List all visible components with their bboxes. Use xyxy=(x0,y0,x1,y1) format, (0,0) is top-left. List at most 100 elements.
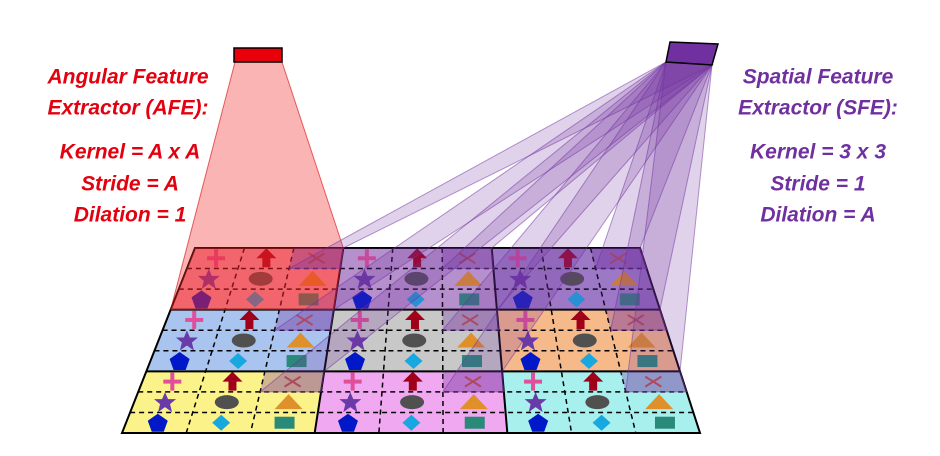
star xyxy=(175,330,198,351)
icon xyxy=(154,392,177,413)
arrow xyxy=(239,309,260,329)
pentagon xyxy=(520,352,541,371)
icon xyxy=(454,270,483,286)
ellipse xyxy=(404,271,429,286)
icon xyxy=(524,392,547,413)
star xyxy=(346,330,369,351)
icon xyxy=(592,414,611,431)
icon xyxy=(175,330,198,351)
icon xyxy=(579,353,598,370)
plus xyxy=(531,372,536,391)
light-field-grid xyxy=(120,247,702,434)
cross xyxy=(644,375,662,388)
icon xyxy=(231,333,256,348)
rectangle xyxy=(619,293,640,306)
pentagon xyxy=(147,413,168,432)
icon xyxy=(346,330,369,351)
icon xyxy=(508,249,527,268)
grid-line xyxy=(441,247,444,434)
star xyxy=(509,268,532,289)
afe-label: Angular Feature Extractor (AFE): Kernel … xyxy=(46,66,208,227)
icon xyxy=(274,416,295,429)
icon xyxy=(298,293,319,306)
rectangle xyxy=(298,293,319,306)
icon xyxy=(609,252,627,265)
afe-param: Dilation = 1 xyxy=(74,204,187,227)
star xyxy=(524,392,547,413)
sfe-title: Extractor (SFE): xyxy=(738,97,898,120)
rectangle xyxy=(464,416,485,429)
grid-line xyxy=(490,247,509,434)
icon xyxy=(610,270,639,286)
icon xyxy=(402,414,421,431)
icon xyxy=(637,355,658,368)
icon xyxy=(256,248,277,268)
triangle xyxy=(610,270,639,286)
icon xyxy=(286,332,315,348)
triangle xyxy=(459,394,488,410)
sfe-param: Stride = 1 xyxy=(770,173,865,196)
ellipse xyxy=(402,333,427,348)
star xyxy=(516,330,539,351)
icon xyxy=(207,249,226,268)
ellipse xyxy=(400,395,425,410)
triangle xyxy=(645,394,674,410)
icon xyxy=(353,268,376,289)
sfe-target xyxy=(289,248,344,269)
icon xyxy=(400,395,425,410)
ellipse xyxy=(248,271,273,286)
icon xyxy=(343,372,362,391)
star xyxy=(197,268,220,289)
icon xyxy=(337,413,358,432)
plus xyxy=(523,310,528,329)
afe-param: Kernel = A x A xyxy=(60,141,201,164)
ellipse xyxy=(572,333,597,348)
icon xyxy=(402,371,423,391)
icon xyxy=(274,394,303,410)
ellipse xyxy=(231,333,256,348)
arrow xyxy=(402,371,423,391)
arrow xyxy=(222,371,243,391)
icon xyxy=(404,353,423,370)
icon xyxy=(645,394,674,410)
afe-title: Extractor (AFE): xyxy=(47,97,208,120)
sfe-target xyxy=(274,309,334,331)
icon xyxy=(583,371,604,391)
icon xyxy=(147,413,168,432)
icon xyxy=(516,330,539,351)
rectangle xyxy=(637,355,658,368)
arrow xyxy=(570,309,591,329)
icon xyxy=(214,395,239,410)
rectangle xyxy=(462,355,483,368)
icon xyxy=(459,394,488,410)
sfe-target xyxy=(605,309,667,331)
cross xyxy=(627,314,645,326)
plus xyxy=(357,310,362,329)
icon xyxy=(509,268,532,289)
triangle xyxy=(627,332,656,348)
afe-target xyxy=(170,248,344,310)
arrow xyxy=(256,248,277,268)
arrow xyxy=(404,309,425,329)
sfe-label: Spatial Feature Extractor (SFE): Kernel … xyxy=(738,66,898,227)
triangle xyxy=(298,270,327,286)
sfe-param: Dilation = A xyxy=(760,204,875,227)
sfe-target xyxy=(620,371,687,392)
icon xyxy=(457,332,486,348)
icon xyxy=(572,333,597,348)
star xyxy=(353,268,376,289)
cross xyxy=(308,252,326,265)
plus xyxy=(214,249,219,268)
star xyxy=(154,392,177,413)
afe-kernel xyxy=(233,47,283,63)
pentagon xyxy=(528,413,549,432)
arrow xyxy=(583,371,604,391)
icon xyxy=(461,314,479,326)
sfe-target xyxy=(442,309,499,331)
diamond xyxy=(404,353,423,370)
diamond xyxy=(579,353,598,370)
icon xyxy=(520,352,541,371)
icon xyxy=(339,392,362,413)
icon xyxy=(464,416,485,429)
